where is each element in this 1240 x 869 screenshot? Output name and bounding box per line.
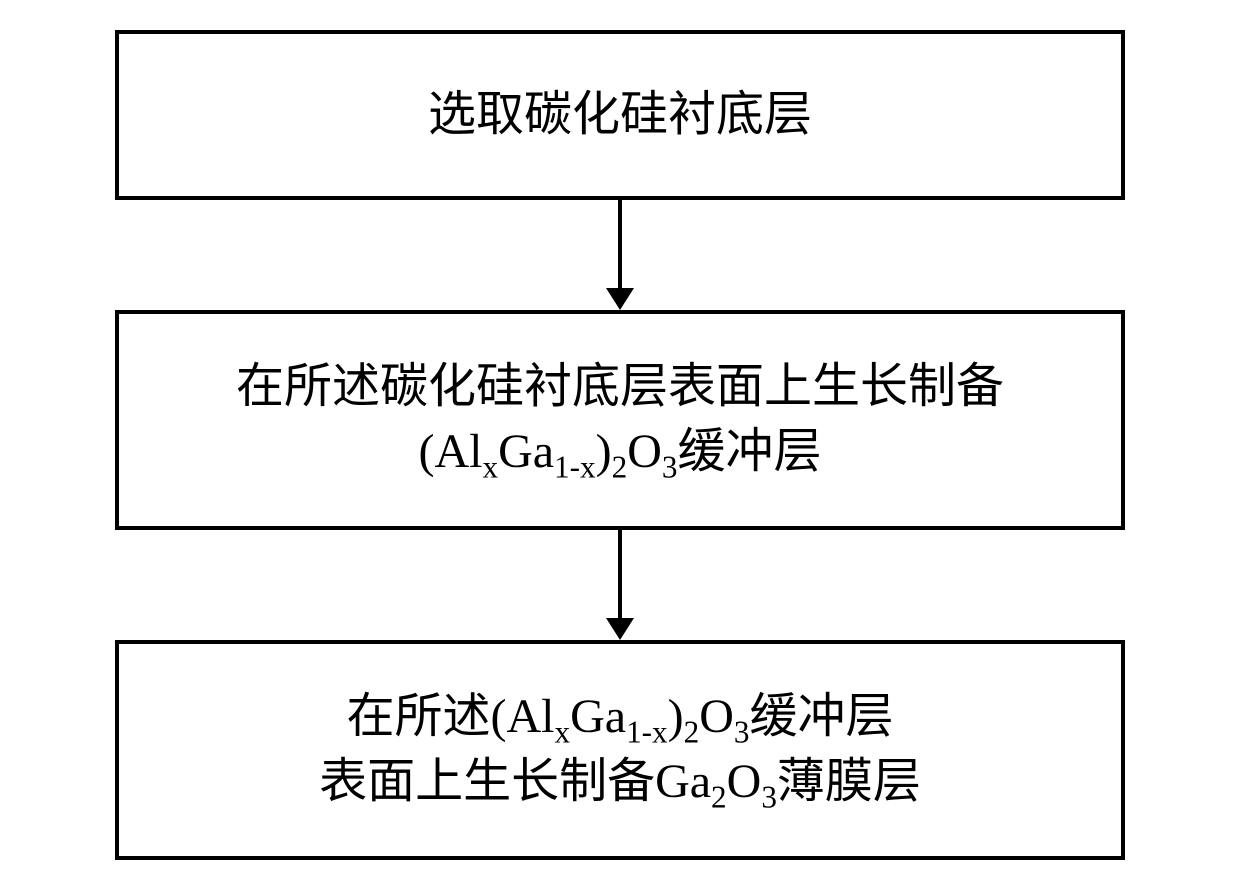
flowchart-step-1-text: 选取碳化硅衬底层 [428, 83, 812, 148]
flowchart-step-3: 在所述(AlxGa1-x)2O3缓冲层 表面上生长制备Ga2O3薄膜层 [115, 640, 1125, 860]
flowchart-arrow-2-shaft [618, 530, 622, 620]
flowchart-arrow-1-head [606, 288, 634, 310]
flowchart-canvas: 选取碳化硅衬底层 在所述碳化硅衬底层表面上生长制备 (AlxGa1-x)2O3缓… [0, 0, 1240, 869]
flowchart-step-2-line-2: (AlxGa1-x)2O3缓冲层 [419, 420, 822, 485]
flowchart-step-1: 选取碳化硅衬底层 [115, 30, 1125, 200]
flowchart-step-3-line-1: 在所述(AlxGa1-x)2O3缓冲层 [347, 685, 894, 750]
flowchart-step-3-line-2: 表面上生长制备Ga2O3薄膜层 [319, 750, 921, 815]
flowchart-arrow-2-head [606, 618, 634, 640]
flowchart-arrow-1-shaft [618, 200, 622, 290]
flowchart-step-2-line-1: 在所述碳化硅衬底层表面上生长制备 [236, 355, 1004, 420]
flowchart-step-2: 在所述碳化硅衬底层表面上生长制备 (AlxGa1-x)2O3缓冲层 [115, 310, 1125, 530]
